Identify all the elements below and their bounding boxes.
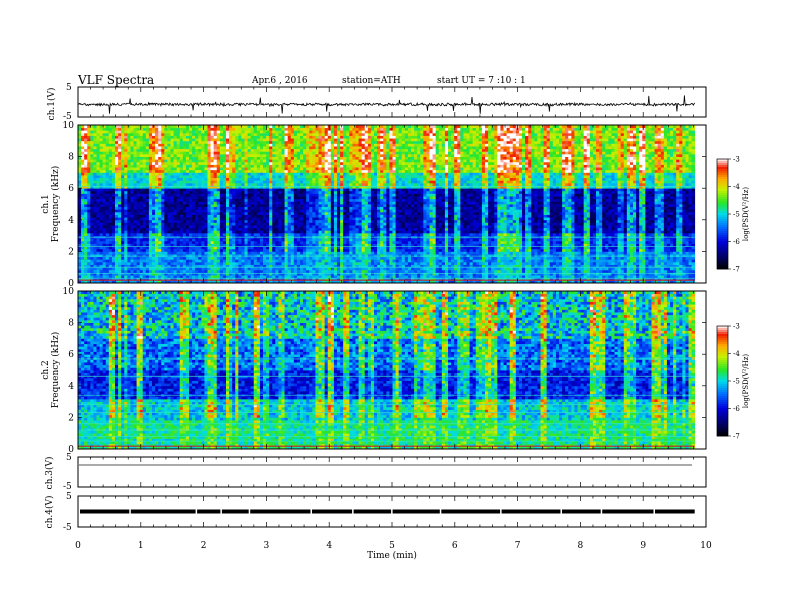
ch4-segment xyxy=(562,510,601,514)
ch4-segment xyxy=(441,510,500,514)
ch1-waveform-panel: 5 -5 ch.1(V) xyxy=(46,83,706,122)
ch4-segment xyxy=(80,510,129,514)
colorbar-tick-label: -5 xyxy=(733,378,740,386)
freq-tick-label: 6 xyxy=(68,350,74,360)
freq-tick-label: 8 xyxy=(68,319,74,329)
ch3-panel: 5 -5 ch.3(V) xyxy=(44,453,706,492)
ch4-panel: 5 -5 ch.4(V) xyxy=(44,492,706,533)
x-tick-label: 1 xyxy=(138,541,144,551)
ch1-waveform-line xyxy=(78,95,695,113)
ch4-line xyxy=(80,510,695,514)
colorbar-tick-label: -6 xyxy=(733,238,740,246)
x-tick-label: 7 xyxy=(515,541,521,551)
freq-tick-label: 2 xyxy=(68,247,74,257)
colorbar-tick-label: -7 xyxy=(733,266,740,274)
x-axis-label: Time (min) xyxy=(367,550,417,561)
colorbar-tick-label: -4 xyxy=(733,350,740,358)
ch1-wave-ytick-5: 5 xyxy=(66,83,72,93)
ch4-segment xyxy=(602,510,653,514)
colorbar-tick-label: -7 xyxy=(733,433,740,441)
ch2-colorbar-label: log(PSD(V²/Hz) xyxy=(742,354,750,409)
header-start-ut: start UT = 7 :10 : 1 xyxy=(437,76,526,86)
ch4-segment xyxy=(250,510,310,514)
ch2-colorbar: -3 -4 -5 -6 -7 log(PSD(V²/Hz) xyxy=(717,323,750,441)
ch4-segment xyxy=(222,510,249,514)
x-tick-label: 10 xyxy=(700,541,712,551)
header-date: Apr.6 , 2016 xyxy=(251,76,308,86)
freq-tick-label: 2 xyxy=(68,413,74,423)
ch4-ytick-5: 5 xyxy=(66,492,72,502)
x-axis-ticklabels: 0 1 2 3 4 5 6 7 8 9 10 xyxy=(75,541,712,551)
freq-tick-label: 8 xyxy=(68,153,74,163)
ch1-waveform-ticks xyxy=(78,87,706,117)
x-tick-label: 2 xyxy=(201,541,207,551)
ch4-segment xyxy=(393,510,440,514)
ch1-freq-axis-label: Frequency (kHz) xyxy=(50,166,61,243)
freq-tick-label: 4 xyxy=(68,382,74,392)
ch3-ytick-5: 5 xyxy=(66,453,72,463)
x-tick-label: 4 xyxy=(326,541,332,551)
header-station: station=ATH xyxy=(342,76,401,86)
ch1-colorbar-label: log(PSD(V²/Hz) xyxy=(742,187,750,242)
ch1-wave-ylabel: ch.1(V) xyxy=(46,88,57,121)
ch3-ytick-neg5: -5 xyxy=(63,482,72,492)
ch4-segment xyxy=(502,510,561,514)
colorbar-tick-label: -3 xyxy=(733,156,740,164)
ch4-segment xyxy=(197,510,220,514)
ch4-segment xyxy=(131,510,196,514)
colorbar-tick-label: -5 xyxy=(733,211,740,219)
ch2-freq-axis-label: Frequency (kHz) xyxy=(50,332,61,409)
ch4-ylabel: ch.4(V) xyxy=(44,496,55,529)
freq-tick-label: 10 xyxy=(63,287,75,297)
ch3-ylabel: ch.3(V) xyxy=(44,457,55,490)
ch1-spectrogram xyxy=(78,125,695,283)
colorbar-tick-label: -4 xyxy=(733,183,740,191)
ch1-colorbar-ticks: -3 -4 -5 -6 -7 xyxy=(728,156,740,274)
vlf-spectra-figure: VLF Spectra Apr.6 , 2016 station=ATH sta… xyxy=(0,0,792,612)
ch1-colorbar: -3 -4 -5 -6 -7 log(PSD(V²/Hz) xyxy=(717,156,750,274)
ch4-ytick-neg5: -5 xyxy=(63,523,72,533)
ch2-spectrogram xyxy=(78,291,695,449)
figure-title: VLF Spectra xyxy=(77,73,154,87)
x-tick-label: 0 xyxy=(75,541,81,551)
x-tick-label: 3 xyxy=(264,541,270,551)
ch2-spec-channel-label: ch.2 xyxy=(41,360,51,379)
ch4-segment xyxy=(354,510,392,514)
ch1-spec-channel-label: ch.1 xyxy=(41,194,51,213)
x-tick-label: 5 xyxy=(389,541,395,551)
colorbar-tick-label: -3 xyxy=(733,323,740,331)
colorbar-tick-label: -6 xyxy=(733,405,740,413)
x-tick-label: 9 xyxy=(640,541,646,551)
ch4-segment xyxy=(312,510,352,514)
ch3-ticks xyxy=(78,457,706,487)
freq-tick-label: 6 xyxy=(68,184,74,194)
ch2-colorbar-ticks: -3 -4 -5 -6 -7 xyxy=(728,323,740,441)
x-tick-label: 8 xyxy=(578,541,584,551)
freq-tick-label: 4 xyxy=(68,216,74,226)
ch4-segment xyxy=(655,510,695,514)
freq-tick-label: 10 xyxy=(63,121,75,131)
x-tick-label: 6 xyxy=(452,541,458,551)
